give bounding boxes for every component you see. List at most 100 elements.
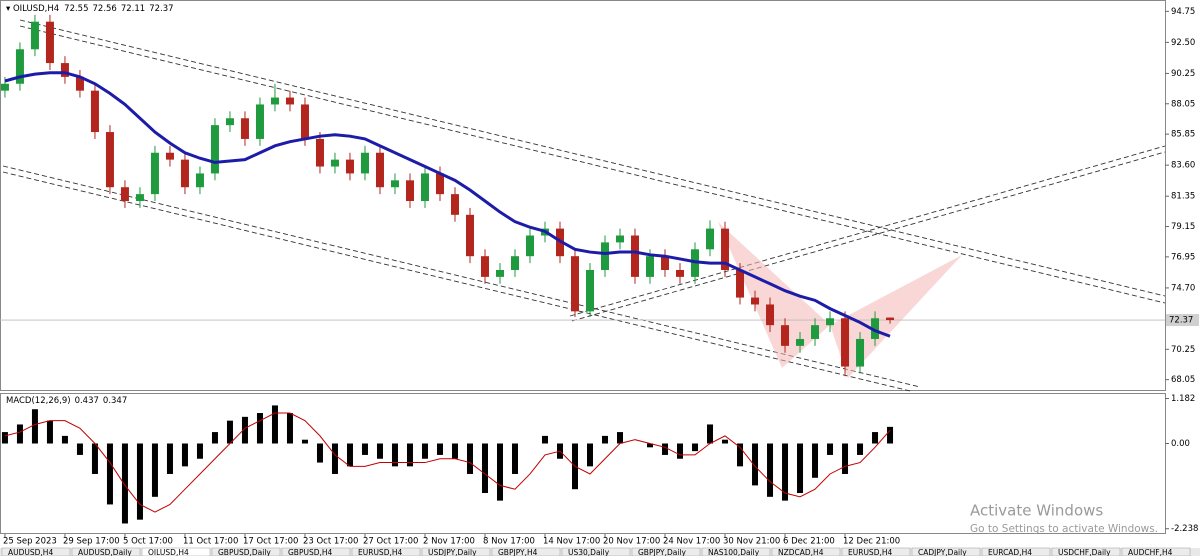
candle-body xyxy=(736,269,745,298)
tab-label[interactable]: AUDCHF,H4 xyxy=(1128,548,1173,556)
tab-label[interactable]: OILUSD,H4 xyxy=(148,548,189,556)
tab[interactable] xyxy=(141,547,211,556)
candle-body xyxy=(510,256,519,270)
candle-body xyxy=(60,63,69,77)
macd-bar xyxy=(887,426,894,444)
macd-bar xyxy=(46,420,53,444)
candle-body xyxy=(225,118,234,126)
trend-lines xyxy=(2,19,1166,392)
candle-body xyxy=(706,228,715,250)
y-tick-label: 79.15 xyxy=(1171,222,1195,232)
x-tick-label: 25 Sep 2023 xyxy=(3,537,57,547)
tab-label[interactable]: USDJPY,Daily xyxy=(428,548,477,556)
candle-body xyxy=(285,97,294,105)
candle-body xyxy=(676,269,685,277)
candle-body xyxy=(435,173,444,195)
candle-body xyxy=(465,214,474,257)
candle-body xyxy=(495,269,504,277)
macd-bar xyxy=(662,443,669,455)
macd-header: MACD(12,26,9) 0.437 0.347 xyxy=(6,396,127,406)
macd-bar xyxy=(541,435,548,444)
candle-body xyxy=(0,83,9,91)
tab-label[interactable]: US30,Daily xyxy=(568,548,610,556)
macd-bar xyxy=(677,443,684,459)
tab-label[interactable]: CADJPY,Daily xyxy=(918,548,967,556)
tab[interactable] xyxy=(281,547,351,556)
candle-body xyxy=(30,21,39,50)
candle-body xyxy=(180,159,189,188)
tab[interactable] xyxy=(491,547,561,556)
channel-bottom xyxy=(2,171,911,392)
macd-bar xyxy=(181,443,188,467)
x-tick-label: 17 Oct 17:00 xyxy=(243,537,298,547)
tab-label[interactable]: GBPUSD,Daily xyxy=(218,548,271,556)
x-tick-label: 6 Dec 21:00 xyxy=(783,537,835,547)
y-tick-label: -2.238 xyxy=(1171,524,1198,534)
channel-bottom xyxy=(2,165,921,388)
tab[interactable] xyxy=(981,547,1051,556)
macd-bar xyxy=(121,443,128,524)
macd-bar xyxy=(136,443,143,520)
tab-label[interactable]: USDCHF,Daily xyxy=(1058,548,1111,556)
tab[interactable] xyxy=(421,547,491,556)
tab-label[interactable]: NAS100,Daily xyxy=(708,548,760,556)
macd-bar xyxy=(737,443,744,467)
x-tick-label: 24 Nov 17:00 xyxy=(663,537,720,547)
tab[interactable] xyxy=(841,547,911,556)
macd-bar xyxy=(166,443,173,474)
y-tick-label: 85.85 xyxy=(1171,130,1195,140)
candle-body xyxy=(796,338,805,346)
tab-label[interactable]: EURUSD,H4 xyxy=(848,548,892,556)
tab[interactable] xyxy=(771,547,841,556)
y-tick-label: 92.50 xyxy=(1171,38,1195,48)
tab-label[interactable]: GBPJPY,Daily xyxy=(638,548,687,556)
y-tick-label: 0.00 xyxy=(1171,439,1190,449)
header-high: 72.56 xyxy=(93,4,117,14)
macd-bar xyxy=(722,439,729,444)
macd-bar xyxy=(331,443,338,474)
tab[interactable] xyxy=(71,547,141,556)
tab[interactable] xyxy=(1051,547,1121,556)
candle-body xyxy=(405,180,414,202)
macd-bar xyxy=(812,443,819,478)
macd-bar xyxy=(797,443,804,494)
x-tick-label: 8 Nov 17:00 xyxy=(483,537,535,547)
tab[interactable] xyxy=(351,547,421,556)
macd-bar xyxy=(496,443,503,501)
macd-bar xyxy=(451,443,458,459)
macd-bar xyxy=(842,443,849,474)
macd-bar xyxy=(196,443,203,459)
macd-bar xyxy=(226,420,233,444)
x-tick-label: 5 Oct 17:00 xyxy=(123,537,173,547)
rising-line xyxy=(569,145,1166,317)
macd-bar xyxy=(707,424,714,444)
signal-value: 0.347 xyxy=(103,396,127,406)
candle-body xyxy=(210,125,219,174)
candle-body xyxy=(661,256,670,270)
tab-label[interactable]: GBPUSD,H4 xyxy=(288,548,333,556)
tab-label[interactable]: GBPJPY,H4 xyxy=(498,548,538,556)
tab[interactable] xyxy=(561,547,631,556)
candle-body xyxy=(480,256,489,277)
tab[interactable] xyxy=(911,547,981,556)
header-open: 72.55 xyxy=(64,4,88,14)
tab-label[interactable]: NZDCAD,H4 xyxy=(778,548,824,556)
x-tick-label: 14 Nov 17:00 xyxy=(543,537,600,547)
watermark-title: Activate Windows xyxy=(970,502,1103,520)
y-tick-label: 68.05 xyxy=(1171,375,1195,385)
candle-body xyxy=(570,256,579,312)
macd-bar xyxy=(481,443,488,494)
tab-label[interactable]: AUDUSD,H4 xyxy=(8,548,53,556)
tab-label[interactable]: EURCAD,H4 xyxy=(988,548,1032,556)
macd-bar xyxy=(421,443,428,459)
tab[interactable] xyxy=(1,547,71,556)
candle-body xyxy=(255,104,264,139)
tab[interactable] xyxy=(631,547,701,556)
tab-label[interactable]: AUDUSD,Daily xyxy=(78,548,132,556)
tab[interactable] xyxy=(1121,547,1191,556)
tab[interactable] xyxy=(701,547,771,556)
tab-label[interactable]: EURUSD,H4 xyxy=(358,548,402,556)
tab[interactable] xyxy=(211,547,281,556)
candle-body xyxy=(826,318,835,326)
